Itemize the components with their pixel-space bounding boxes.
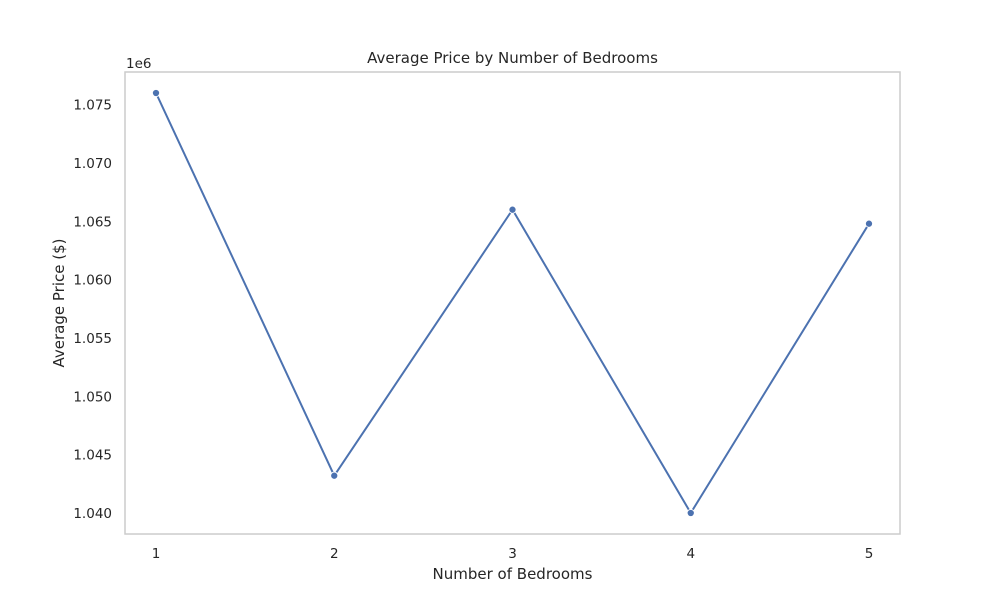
series-layer [151,88,874,518]
y-axis-offset-label: 1e6 [126,56,151,72]
data-point [330,471,339,480]
y-tick-label: 1.040 [73,506,112,522]
y-tick-label: 1.075 [73,98,112,114]
x-axis-label: Number of Bedrooms [433,565,593,583]
x-tick-label: 5 [865,546,874,562]
y-tick-label: 1.050 [73,389,112,405]
y-tick-label: 1.045 [73,448,112,464]
x-tick-label: 3 [508,546,517,562]
x-axis-ticks: 1 2 3 4 5 [152,546,874,562]
y-tick-label: 1.060 [73,273,112,289]
series-line [155,92,870,514]
data-point [686,508,695,518]
chart-title: Average Price by Number of Bedrooms [367,49,658,67]
data-point [864,219,874,228]
data-point [508,205,517,214]
data-point [151,88,161,98]
y-axis-ticks: 1.040 1.045 1.050 1.055 1.060 1.065 1.070 1.075 [73,98,112,522]
x-tick-label: 4 [686,546,695,562]
x-tick-label: 2 [330,546,339,562]
y-axis-label: Average Price ($) [50,239,68,368]
y-tick-label: 1.055 [73,331,112,347]
y-tick-label: 1.070 [73,156,112,172]
x-tick-label: 1 [152,546,161,562]
plot-frame [124,71,901,535]
y-tick-label: 1.065 [73,214,112,230]
